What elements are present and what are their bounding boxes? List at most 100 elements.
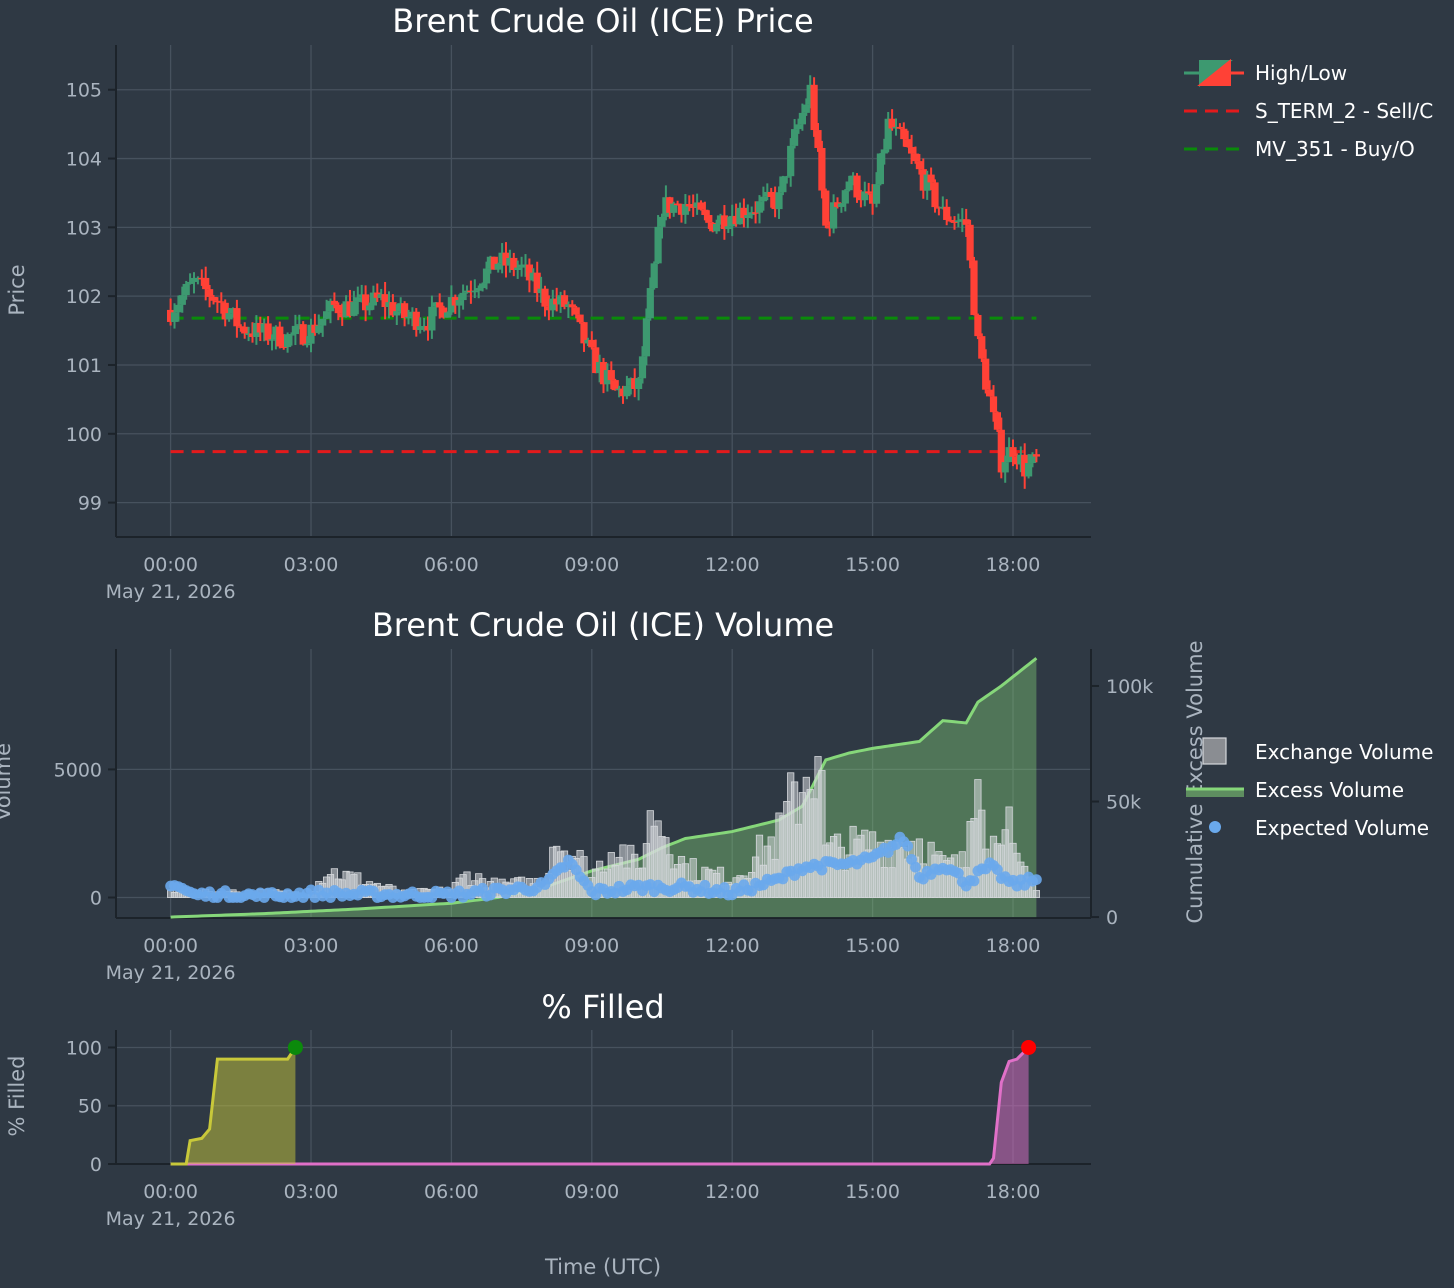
candle-body [693,202,701,208]
candle-body [225,313,233,320]
candle-body [654,226,662,264]
candle-body [993,412,1001,430]
legend-item-expected-volume[interactable]: Expected Volume [1209,816,1429,840]
candle-body [260,323,268,333]
candle-body [245,333,253,335]
expected-volume-dot [816,864,828,876]
legend-label-buy-line: MV_351 - Buy/O [1255,137,1415,161]
candle-body [475,288,483,291]
candle-body [436,302,444,308]
candle-body [892,126,900,129]
candle-body [950,221,959,223]
line-swatch-icon [1186,789,1244,797]
candle-body [1025,463,1033,477]
candle-body [947,219,955,222]
candle-body [319,318,327,326]
candle-body [198,277,206,280]
filled-x-tick-label: 03:00 [284,1181,339,1203]
filled-chart-title: % Filled [541,988,664,1026]
candle-body [970,260,978,315]
candle-body [1009,447,1017,457]
x-axis-title: Time (UTC) [544,1255,661,1279]
candle-body [623,385,631,397]
candle-body [662,197,670,217]
candle-body [307,324,315,344]
candle-body [416,326,424,330]
candle-body [482,268,491,284]
candle-body [521,264,530,267]
price-y-tick-label: 102 [66,286,102,308]
filled-y-axis-title: % Filled [5,1056,29,1137]
candle-body [280,346,288,348]
price-x-tick-label: 06:00 [424,554,479,576]
candle-body [268,339,276,341]
candle-body [904,139,912,148]
candle-body [291,325,299,335]
legend-label-excess-volume: Excess Volume [1255,778,1404,802]
candle-body [525,264,533,281]
candle-body [323,311,331,319]
candle-body [459,292,467,301]
candle-body [471,290,479,293]
candle-body [763,191,771,197]
candle-body [1005,447,1013,463]
candle-body [779,176,787,193]
candle-body [966,224,974,261]
filled-x-tick-label: 15:00 [845,1181,900,1203]
candle-body [206,289,214,297]
candle-body [685,204,693,207]
price-x-tick-label: 18:00 [986,554,1041,576]
expected-volume-dot [992,864,1003,875]
volume-x-date-label: May 21, 2026 [106,962,236,984]
candle-body [896,126,904,129]
candle-body [346,301,354,316]
candle-body [728,215,736,227]
volume-x-tick-label: 12:00 [705,935,760,957]
filled-x-date-label: May 21, 2026 [106,1208,236,1230]
legend-item-high-low[interactable]: High/Low [1184,58,1347,88]
candle-body [568,304,576,308]
volume-legend[interactable]: Exchange Volume Excess Volume Expected V… [1186,737,1433,840]
price-chart-title: Brent Crude Oil (ICE) Price [392,2,813,40]
candle-body [338,313,346,318]
candle-body [802,104,810,113]
candle-body [486,256,494,269]
candle-body [584,339,592,344]
price-y-tick-label: 99 [78,493,102,515]
price-legend[interactable]: High/Low S_TERM_2 - Sell/C MV_351 - Buy/… [1184,58,1433,161]
candle-body [354,297,362,302]
candle-body [677,204,686,215]
legend-item-excess-volume[interactable]: Excess Volume [1186,778,1404,802]
candle-body [401,303,409,319]
legend-label-exchange-volume: Exchange Volume [1255,740,1433,764]
candle-body [506,257,514,266]
candle-body [490,256,498,270]
candle-body [502,252,510,266]
legend-item-exchange-volume[interactable]: Exchange Volume [1202,737,1433,765]
candle-body [865,191,873,194]
candle-body [908,147,916,154]
candle-body [837,203,845,207]
candle-body [931,182,939,208]
candle-body [350,301,358,316]
candle-body [732,215,740,225]
candle-body [564,304,572,307]
candle-body [412,311,420,330]
candle-body [295,324,303,326]
candle-body [631,378,639,390]
candle-body [989,396,998,413]
candle-body [748,212,756,216]
candle-body [791,129,799,146]
candle-body [615,388,623,391]
filled-line-yellow-green [170,1046,297,1166]
candle-body [428,306,436,331]
filled-x-tick-label: 06:00 [424,1181,479,1203]
legend-item-buy-line[interactable]: MV_351 - Buy/O [1184,137,1415,161]
candle-body [982,358,990,390]
candle-body [783,176,791,178]
candle-body [923,174,931,191]
volume-x-tick-label: 09:00 [564,935,619,957]
legend-item-sell-line[interactable]: S_TERM_2 - Sell/C [1184,99,1433,123]
candle-body [806,84,814,105]
candle-body [1021,454,1029,477]
